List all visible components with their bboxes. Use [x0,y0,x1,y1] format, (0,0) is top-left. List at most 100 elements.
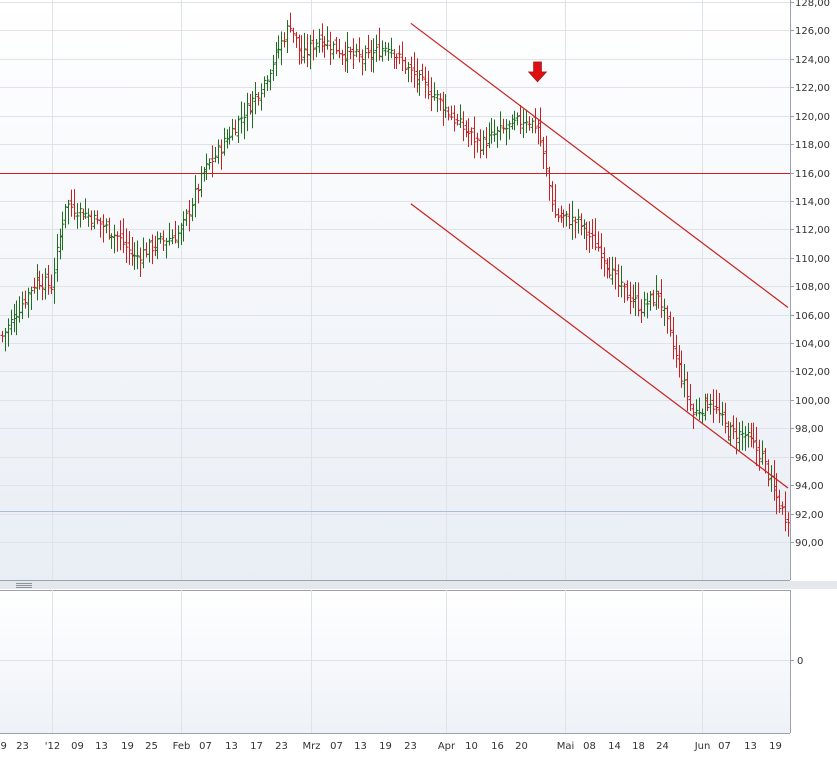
ohlc-bar [527,116,532,131]
price-tick-label: 108,00 [795,282,830,293]
ohlc-bar [23,290,28,309]
ohlc-bar [593,218,598,251]
ohlc-bar [89,210,94,231]
arrow-down-icon[interactable] [527,61,548,83]
ohlc-bar [302,32,307,64]
date-tick-label: 14 [608,741,621,752]
price-axis: 90,00 92,00 94,00 96,00 98,00 100,00 102,00 104… [790,0,830,549]
ohlc-bar [357,37,362,63]
ohlc-bar [233,119,238,136]
ohlc-bar [397,45,402,65]
ohlc-bar [478,129,483,159]
ohlc-bar [668,311,673,337]
ohlc-bar [628,281,633,315]
ohlc-bar [711,389,716,423]
ohlc-bar [561,209,566,228]
ohlc-bar [227,126,232,145]
ohlc-bar [466,118,471,147]
panel-splitter[interactable] [0,581,837,589]
ohlc-bar [386,42,391,61]
ohlc-bar [190,198,195,222]
ohlc-bar [268,69,273,91]
ohlc-bar [734,417,739,455]
ohlc-bar [438,93,443,111]
ohlc-bar [443,94,448,118]
ohlc-bar [222,127,227,156]
ohlc-bar [469,127,474,146]
ohlc-bar [112,224,117,254]
ohlc-bar [173,220,178,244]
ohlc-bar [556,208,561,223]
ohlc-bar [95,210,100,225]
date-tick-label: 07 [718,741,731,752]
date-tick-label: 20 [515,741,528,752]
price-tick-label: 98,00 [795,424,824,435]
date-tick-label: 13 [95,741,108,752]
ohlc-bar [512,110,517,131]
ohlc-bar [656,290,661,309]
ohlc-bar [619,265,624,298]
ohlc-bar [29,286,34,310]
ohlc-bar [700,408,705,425]
ohlc-bar [331,41,336,60]
ohlc-bar [265,75,270,92]
date-tick-label: 09 [71,741,84,752]
ohlc-bar [118,220,123,251]
ohlc-bar [579,213,584,236]
ohlc-bar [138,247,143,278]
ohlc-bar [305,34,310,68]
ohlc-bar [135,240,140,270]
ohlc-bar [92,210,97,230]
trend-channel-lower-line[interactable] [410,203,789,489]
ohlc-bar [636,282,641,317]
ohlc-bar [705,393,710,412]
ohlc-bar [584,221,589,251]
price-tick-label: 100,00 [795,396,830,407]
ohlc-bar [671,317,676,360]
ohlc-bar [714,389,719,414]
ohlc-bar [78,202,83,228]
date-tick-label: Mrz [303,741,321,752]
ohlc-bar [458,104,463,129]
indicator-axis: 0 [790,656,803,667]
splitter-grip-icon[interactable] [16,583,32,588]
ohlc-bar [708,393,713,415]
ohlc-bar [507,120,512,140]
ohlc-bar [489,117,494,144]
date-tick-label: 13 [354,741,367,752]
date-tick-label: 13 [744,741,757,752]
indicator-panel [0,590,790,733]
ohlc-bar [250,91,255,129]
ohlc-bar [515,112,520,126]
ohlc-bar [645,292,650,319]
ohlc-bar [426,70,431,100]
ohlc-bar [55,233,60,282]
price-tick-label: 128,00 [795,0,830,9]
ohlc-bar [432,82,437,101]
ohlc-bar [659,279,664,318]
ohlc-bar [651,289,656,307]
date-tick-label: Feb [173,741,191,752]
ohlc-bar [452,105,457,132]
price-tick-label: 112,00 [795,225,830,236]
ohlc-bar [599,233,604,270]
price-tick-label: 126,00 [795,26,830,37]
date-tick-label: Jun [694,741,711,752]
ohlc-bar [282,32,287,48]
ohlc-bar [389,37,394,59]
ohlc-bar [446,106,451,121]
ohlc-bar [587,221,592,253]
ohlc-bar [383,42,388,56]
ohlc-bar [317,28,322,53]
ohlc-bar [613,257,618,290]
ohlc-bar [564,210,569,227]
date-tick-label: 18 [632,741,645,752]
trend-channel-upper-line[interactable] [410,22,789,308]
ohlc-bar [348,46,353,60]
ohlc-bar [504,119,509,146]
date-tick-label: 19 [379,741,392,752]
indicator-grid [0,590,790,733]
ohlc-bar [262,76,267,98]
